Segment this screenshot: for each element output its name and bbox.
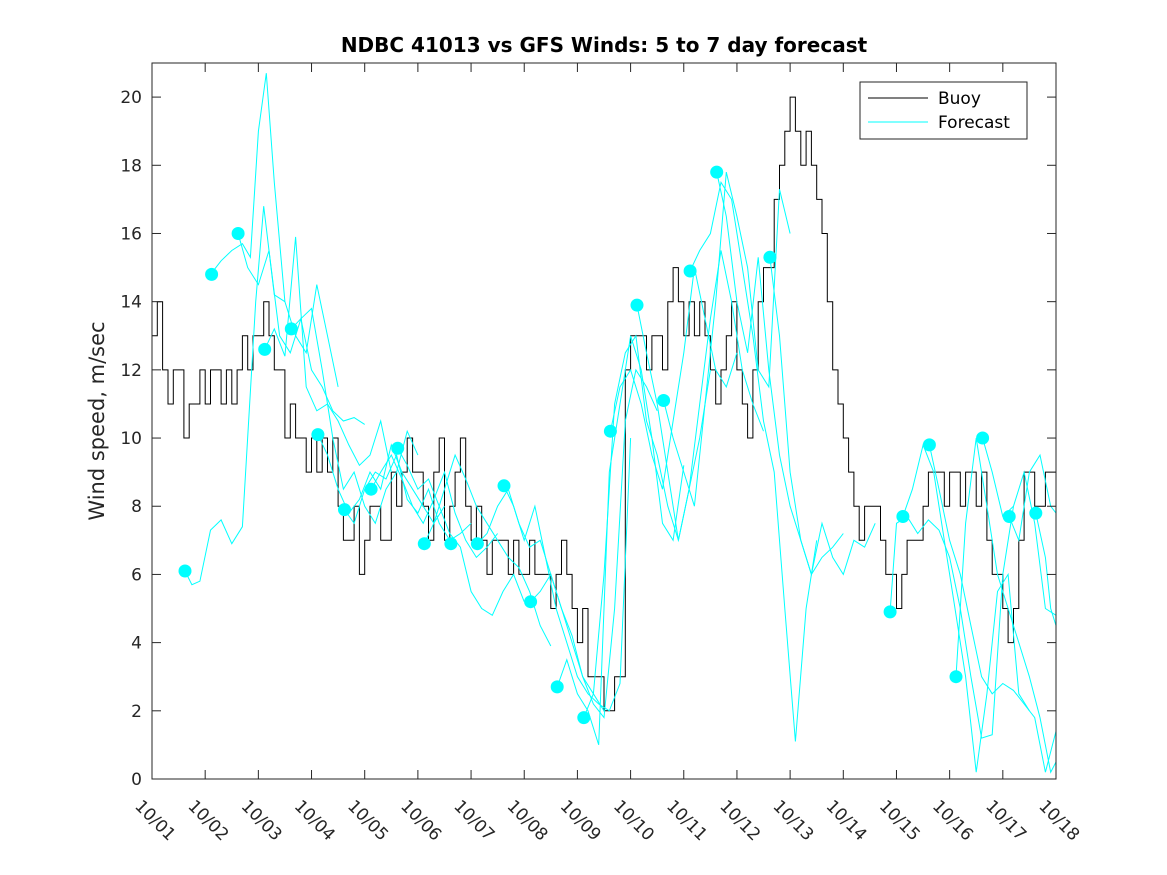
forecast-marker	[364, 482, 378, 496]
forecast-marker	[657, 394, 671, 407]
x-tick-label: 10/10	[609, 796, 658, 845]
forecast-marker	[630, 298, 644, 312]
legend-label-buoy: Buoy	[938, 89, 981, 109]
legend-label-forecast: Forecast	[938, 113, 1010, 133]
legend: Buoy Forecast	[859, 81, 1028, 140]
x-tick-label: 10/07	[450, 796, 499, 845]
forecast-marker	[338, 503, 351, 517]
forecast-line-8	[397, 448, 525, 617]
forecast-line-9	[423, 453, 552, 647]
x-tick-label: 10/03	[237, 796, 286, 845]
plot-frame	[151, 62, 1057, 780]
forecast-marker	[1002, 510, 1016, 523]
forecast-series	[184, 73, 1057, 774]
forecast-marker	[470, 537, 484, 551]
forecast-line-12	[530, 368, 658, 719]
chart-title: NDBC 41013 vs GFS Winds: 5 to 7 day fore…	[341, 33, 868, 57]
forecast-line-7	[370, 454, 498, 559]
forecast-line-24	[955, 437, 1057, 774]
forecast-marker	[603, 424, 617, 438]
forecast-marker	[976, 431, 990, 445]
x-tick-label: 10/17	[981, 796, 1030, 845]
buoy-series	[152, 96, 1057, 712]
forecast-line-23	[928, 444, 1057, 773]
forecast-marker	[284, 322, 298, 336]
forecast-line-0	[184, 206, 286, 586]
forecast-line-13	[556, 335, 685, 746]
forecast-line-1	[210, 73, 339, 388]
forecast-line-4	[290, 307, 419, 525]
forecast-line-20	[769, 257, 876, 577]
forecast-marker	[497, 479, 511, 493]
y-tick-label: 18	[120, 156, 142, 176]
forecast-line-11	[503, 437, 632, 712]
legend-box	[859, 81, 1028, 140]
forecast-line-18	[689, 180, 818, 742]
x-tick-label: 10/05	[343, 796, 392, 845]
forecast-marker	[922, 438, 936, 452]
forecast-marker	[949, 670, 963, 684]
forecast-marker	[524, 595, 538, 609]
x-tick-label: 10/16	[928, 796, 977, 845]
y-tick-label: 2	[131, 702, 142, 722]
x-tick-label: 10/09	[556, 796, 605, 845]
y-axis-label: Wind speed, m/sec	[85, 321, 109, 520]
forecast-marker	[683, 264, 697, 278]
forecast-marker	[178, 564, 192, 578]
forecast-marker	[710, 165, 724, 179]
y-tick-label: 10	[120, 429, 142, 449]
forecast-marker	[550, 680, 564, 694]
y-axis: 0 2 4 6 8 10 12 14 16 18 20	[120, 88, 1056, 790]
x-tick-label: 10/12	[715, 796, 764, 845]
forecast-marker	[258, 342, 272, 356]
y-tick-label: 8	[131, 497, 142, 517]
forecast-marker	[205, 267, 219, 281]
x-tick-label: 10/02	[184, 796, 233, 845]
forecast-markers	[178, 165, 1043, 725]
forecast-line-17	[663, 171, 791, 507]
x-tick-label: 10/11	[662, 796, 711, 845]
x-tick-label: 10/15	[875, 796, 924, 845]
y-tick-label: 0	[131, 770, 142, 790]
forecast-line-15	[609, 267, 738, 490]
forecast-marker	[896, 510, 910, 523]
x-tick-label: 10/08	[503, 796, 552, 845]
forecast-marker	[883, 605, 897, 619]
x-tick-label: 10/13	[769, 796, 818, 845]
forecast-line-27	[1035, 512, 1057, 626]
y-tick-label: 20	[120, 88, 142, 108]
x-tick-label: 10/18	[1034, 796, 1083, 845]
forecast-line-16	[636, 250, 764, 541]
x-tick-label: 10/01	[130, 796, 179, 845]
forecast-marker	[311, 428, 325, 442]
y-tick-label: 4	[131, 634, 142, 654]
forecast-marker	[1029, 506, 1043, 520]
forecast-marker	[763, 250, 777, 264]
forecast-marker	[444, 537, 458, 551]
y-tick-label: 16	[120, 224, 142, 244]
y-tick-label: 12	[120, 361, 142, 381]
x-tick-label: 10/04	[290, 796, 339, 845]
forecast-line-26	[1008, 453, 1057, 543]
plot-area	[152, 63, 1056, 779]
y-tick-label: 6	[131, 565, 142, 585]
forecast-marker	[391, 441, 405, 455]
forecast-marker	[417, 537, 431, 551]
x-tick-label: 10/14	[822, 796, 871, 845]
forecast-line-5	[317, 434, 445, 525]
forecast-line-19	[716, 171, 844, 576]
buoy-line	[152, 96, 1057, 712]
forecast-marker	[231, 227, 245, 240]
x-tick-label: 10/06	[396, 796, 445, 845]
forecast-marker	[577, 711, 591, 725]
y-tick-label: 14	[120, 293, 142, 313]
forecast-line-25	[982, 437, 1057, 616]
